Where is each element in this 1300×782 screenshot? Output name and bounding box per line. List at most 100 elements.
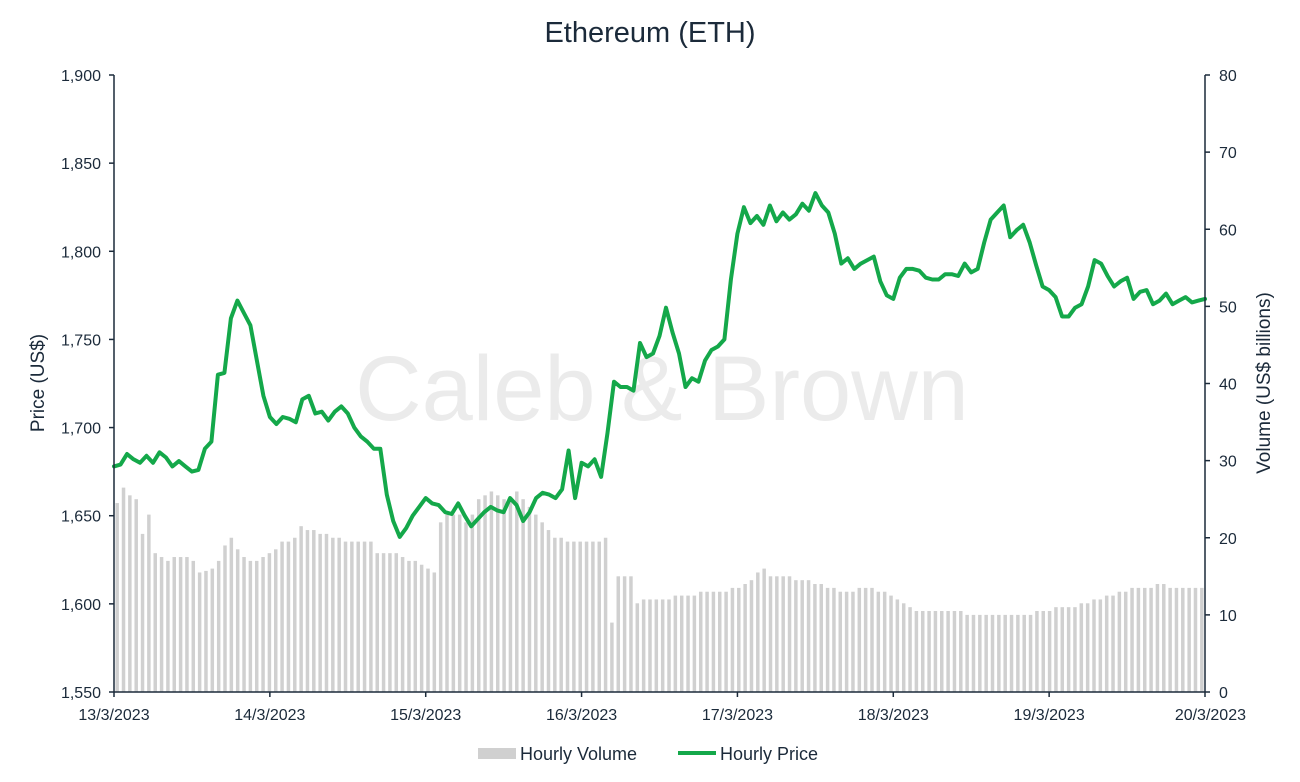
volume-bar	[451, 514, 456, 692]
volume-bar	[470, 514, 475, 692]
left-tick-label: 1,800	[61, 244, 101, 261]
volume-bar	[952, 611, 957, 692]
volume-bar	[432, 572, 437, 692]
volume-bar	[457, 514, 462, 692]
volume-bar	[1060, 607, 1065, 692]
left-tick-label: 1,550	[61, 685, 101, 702]
volume-bar	[1098, 599, 1103, 692]
volume-bar	[1003, 614, 1007, 693]
volume-bar	[185, 557, 189, 692]
volume-bar	[527, 506, 532, 692]
left-tick-label: 1,650	[61, 509, 101, 526]
volume-bar	[261, 557, 265, 692]
volume-bar	[140, 533, 145, 692]
volume-bar	[280, 541, 284, 692]
volume-bar	[210, 568, 215, 692]
volume-bars	[115, 487, 1204, 693]
x-axis-ticks: 13/3/2023 14/3/2023 15/3/2023 16/3/2023 17/3…	[78, 692, 1246, 724]
right-tick-label: 50	[1219, 299, 1237, 316]
volume-bar	[711, 591, 716, 692]
price-line	[112, 191, 1207, 539]
volume-bar	[362, 541, 367, 692]
volume-bar	[978, 614, 982, 693]
volume-bar	[223, 545, 227, 692]
volume-bar	[1200, 587, 1204, 692]
volume-bar	[705, 591, 709, 692]
volume-bar	[597, 541, 601, 692]
volume-bar	[540, 522, 544, 692]
volume-bar	[686, 595, 690, 692]
volume-bar	[1066, 607, 1071, 692]
right-tick-label: 30	[1219, 454, 1237, 471]
volume-bar	[1085, 603, 1090, 692]
volume-bar	[749, 580, 754, 692]
volume-bar	[166, 560, 170, 692]
x-tick-label: 20/3/2023	[1175, 707, 1246, 724]
volume-bar	[229, 537, 234, 692]
y-axis-right-title: Volume (US$ billions)	[1254, 292, 1275, 474]
volume-bar	[990, 614, 995, 693]
volume-bar	[134, 499, 138, 692]
volume-bar	[730, 587, 735, 692]
volume-bar	[546, 530, 551, 692]
volume-bar	[204, 570, 208, 692]
x-tick-label: 13/3/2023	[78, 707, 149, 724]
left-tick-label: 1,850	[61, 156, 101, 173]
volume-bar	[572, 541, 576, 692]
left-tick-label: 1,600	[61, 597, 101, 614]
volume-bar	[908, 607, 912, 692]
volume-bar	[147, 514, 151, 692]
volume-bar	[489, 491, 494, 692]
volume-bar	[483, 495, 487, 692]
volume-bar	[971, 614, 976, 693]
volume-bar	[927, 611, 931, 692]
volume-bar	[591, 541, 595, 692]
volume-bar	[388, 553, 392, 692]
left-tick-label: 1,900	[61, 68, 101, 85]
volume-bar	[521, 499, 525, 692]
volume-bar	[933, 611, 938, 692]
legend: Hourly Volume Hourly Price	[478, 744, 818, 764]
volume-bar	[197, 572, 202, 692]
volume-bar	[419, 564, 424, 692]
volume-bar	[178, 557, 183, 692]
volume-bar	[743, 584, 747, 692]
volume-bar	[191, 560, 196, 692]
volume-bar	[293, 537, 297, 692]
volume-bar	[781, 576, 785, 692]
x-tick-label: 14/3/2023	[234, 707, 305, 724]
volume-bar	[267, 553, 272, 692]
volume-bar	[698, 591, 703, 692]
volume-bar	[381, 553, 386, 692]
volume-bar	[216, 560, 221, 692]
right-tick-label: 10	[1219, 608, 1237, 625]
volume-bar	[959, 611, 963, 692]
volume-bar	[1111, 595, 1115, 692]
volume-bar	[1136, 587, 1141, 692]
volume-bar	[1092, 599, 1096, 692]
volume-bar	[515, 491, 519, 692]
volume-bar	[787, 576, 792, 692]
x-tick-label: 17/3/2023	[702, 707, 773, 724]
watermark: Caleb & Brown	[355, 338, 969, 440]
volume-bar	[578, 541, 582, 692]
volume-bar	[534, 514, 538, 692]
legend-volume-swatch	[478, 748, 516, 759]
volume-bar	[895, 599, 900, 692]
volume-bar	[870, 587, 874, 692]
volume-bar	[692, 595, 697, 692]
volume-bar	[286, 541, 291, 692]
legend-volume-label: Hourly Volume	[520, 744, 637, 764]
volume-bar	[584, 541, 589, 692]
volume-bar	[254, 560, 259, 692]
volume-bar	[305, 530, 310, 692]
volume-bar	[502, 499, 506, 692]
volume-bar	[1073, 607, 1077, 692]
volume-bar	[984, 614, 988, 693]
volume-bar	[641, 599, 646, 692]
volume-bar	[660, 599, 665, 692]
volume-bar	[679, 595, 684, 692]
volume-bar	[1168, 587, 1172, 692]
volume-bar	[356, 541, 360, 692]
volume-bar	[794, 580, 798, 692]
